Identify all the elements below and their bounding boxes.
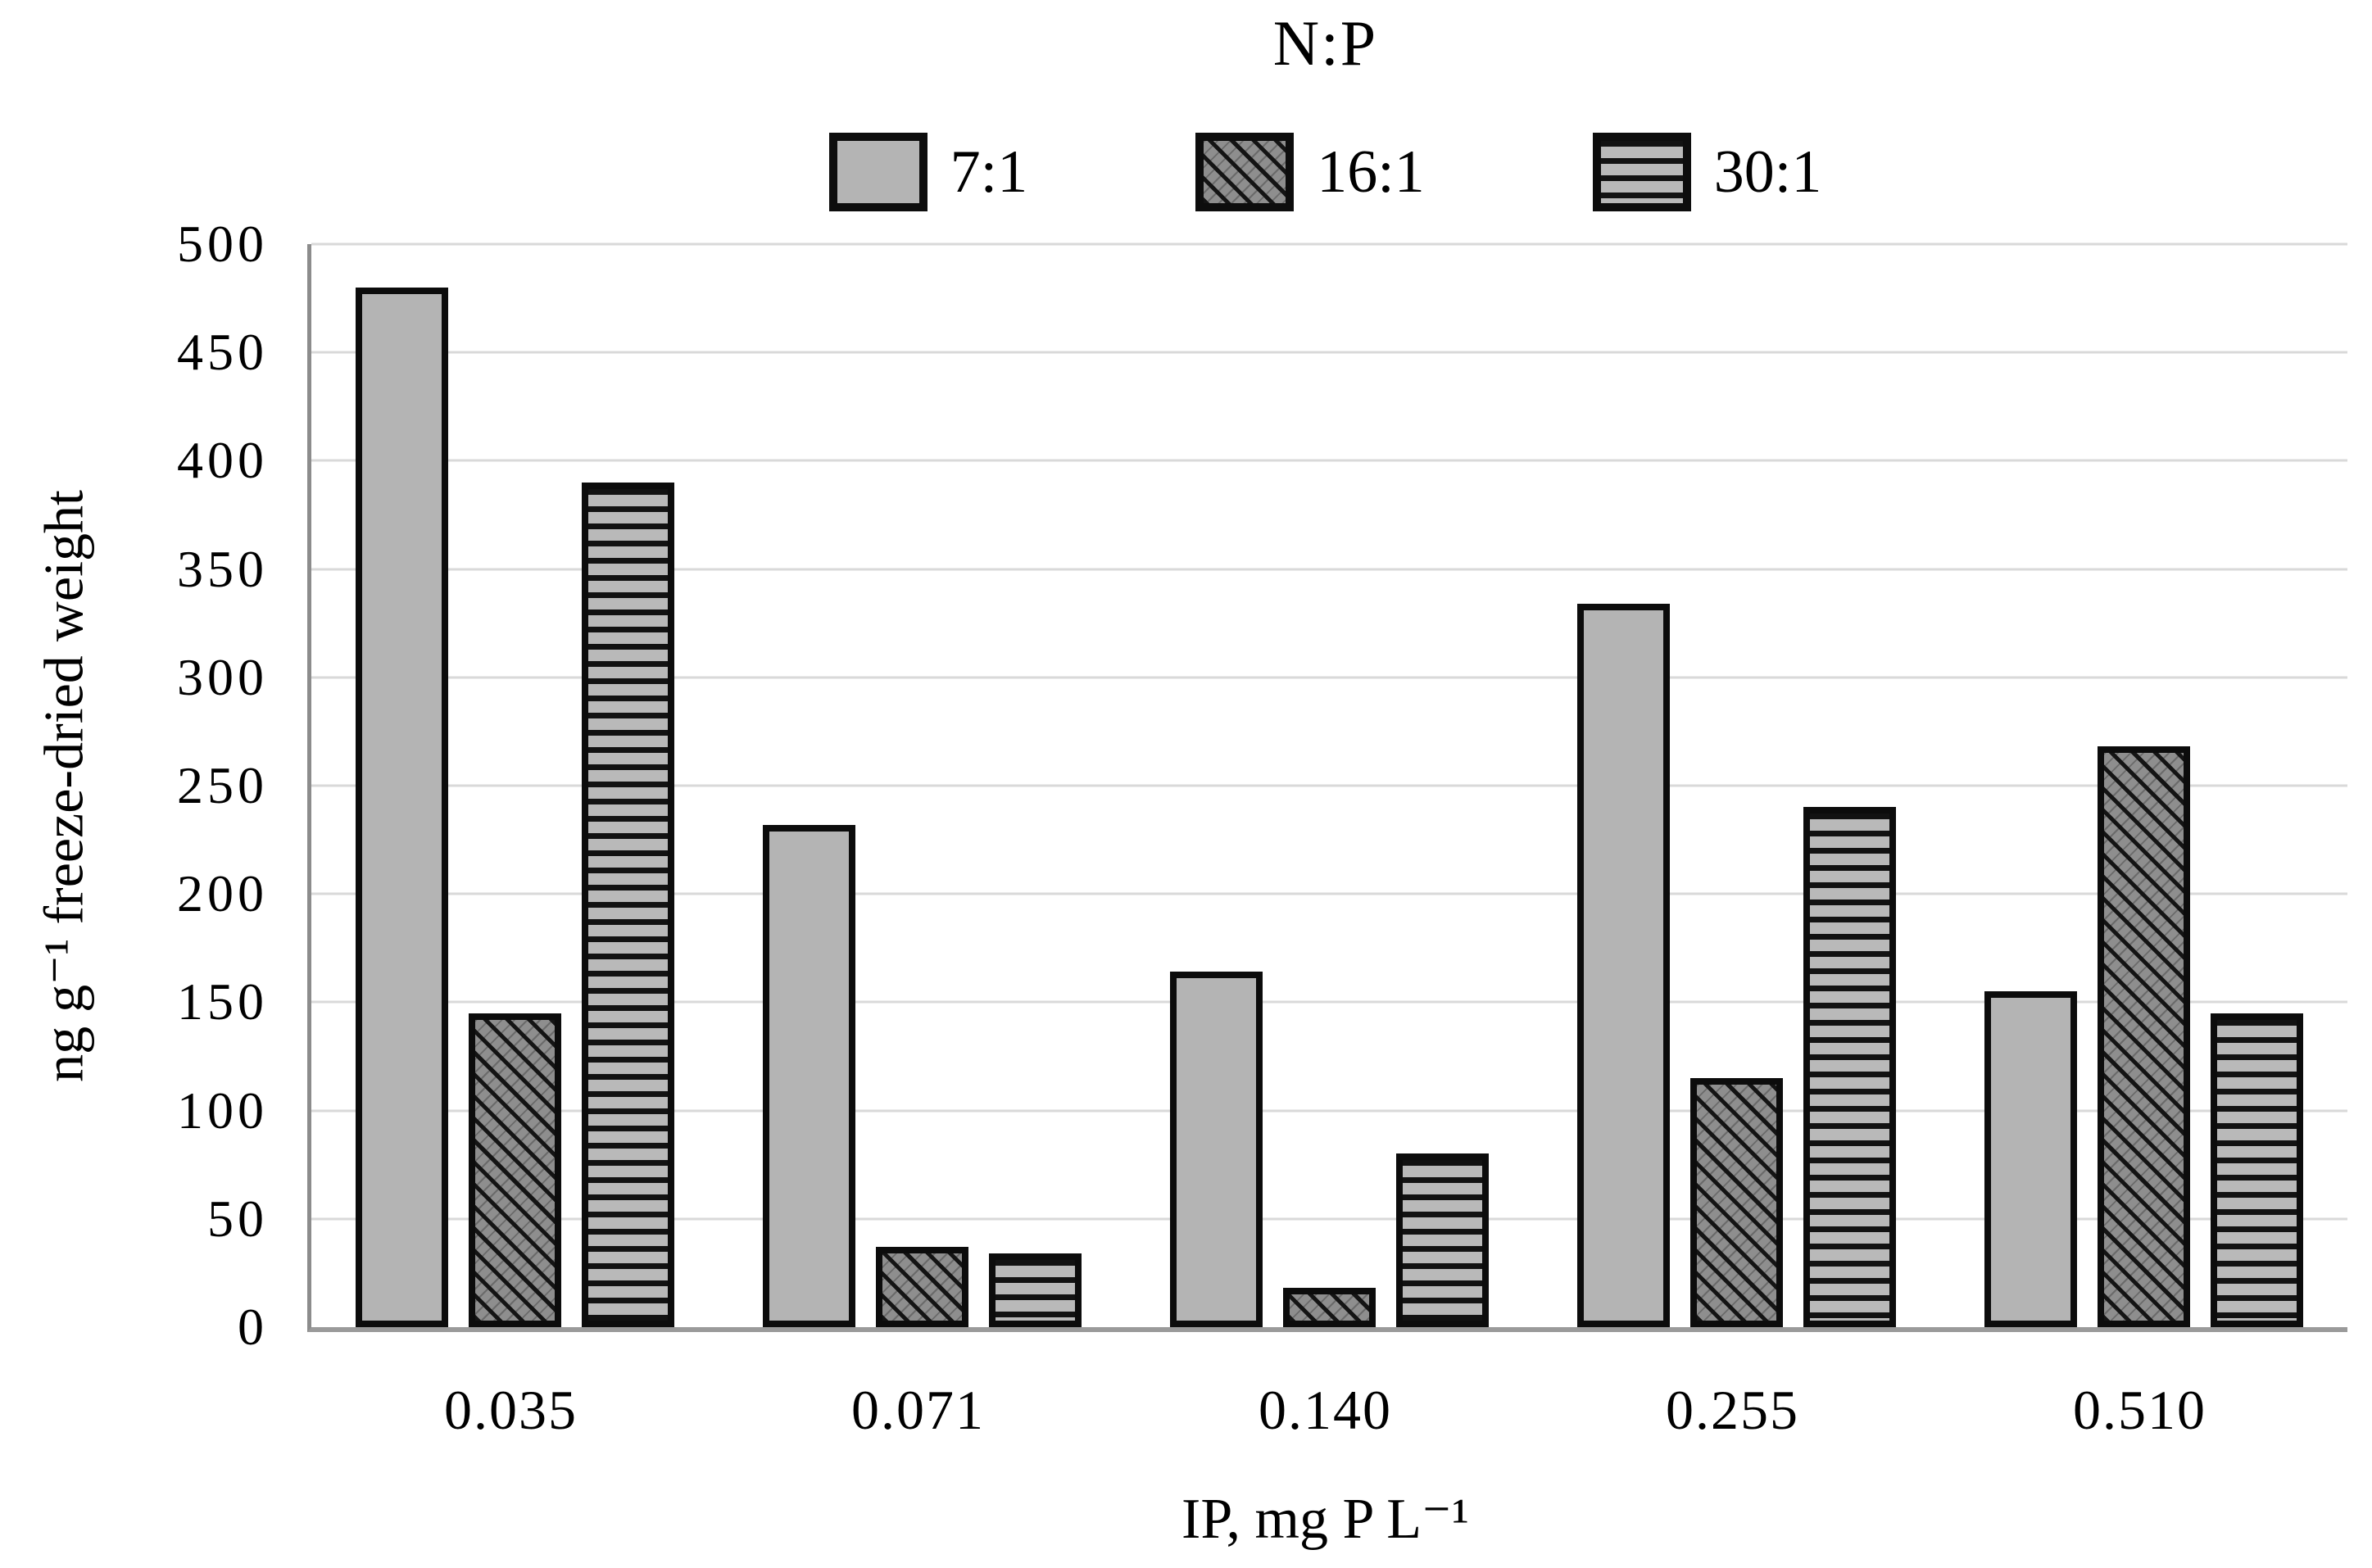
x-tick-label: 0.140 bbox=[1259, 1379, 1392, 1441]
y-tick-label: 450 bbox=[177, 323, 268, 382]
y-tick-label: 150 bbox=[177, 972, 268, 1031]
bar-16-1-at-0.255 bbox=[1690, 1077, 1783, 1327]
y-tick-label: 50 bbox=[207, 1189, 268, 1248]
bar-group-0.071 bbox=[719, 244, 1126, 1327]
gridline bbox=[311, 892, 2347, 895]
gridline bbox=[311, 568, 2347, 571]
bar-30-1-at-0.510 bbox=[2211, 1013, 2303, 1327]
gridline bbox=[311, 242, 2347, 246]
gridline bbox=[311, 676, 2347, 679]
x-tick-label: 0.255 bbox=[1666, 1379, 1799, 1441]
legend-item: 30:1 bbox=[1592, 133, 1822, 211]
bar-7-1-at-0.255 bbox=[1577, 603, 1670, 1327]
gridline bbox=[311, 351, 2347, 354]
bar-group-0.140 bbox=[1126, 244, 1533, 1327]
gridline bbox=[311, 784, 2347, 787]
legend-label: 30:1 bbox=[1713, 138, 1822, 206]
bar-30-1-at-0.255 bbox=[1803, 807, 1896, 1327]
horizontal-stripes-legend-swatch bbox=[1592, 133, 1691, 211]
x-axis-tick-labels: 0.035 0.071 0.140 0.255 0.510 bbox=[307, 1378, 2343, 1452]
legend-label: 16:1 bbox=[1317, 138, 1425, 206]
bar-groups-container bbox=[311, 244, 2347, 1327]
solid-gray-legend-swatch bbox=[828, 133, 927, 211]
bar-group-0.255 bbox=[1533, 244, 1940, 1327]
y-tick-label: 250 bbox=[177, 756, 268, 814]
x-tick-label: 0.071 bbox=[851, 1379, 985, 1441]
bar-7-1-at-0.071 bbox=[763, 824, 855, 1327]
gridline bbox=[311, 1217, 2347, 1221]
y-tick-label: 400 bbox=[177, 431, 268, 490]
bar-30-1-at-0.071 bbox=[989, 1253, 1082, 1327]
bar-7-1-at-0.140 bbox=[1170, 972, 1263, 1327]
y-tick-label: 0 bbox=[238, 1298, 268, 1356]
legend: 7:1 16:1 30:1 bbox=[307, 123, 2343, 221]
x-tick-label: 0.035 bbox=[444, 1379, 578, 1441]
x-axis-title: IP, mg P L⁻¹ bbox=[1181, 1488, 1469, 1551]
chart-title: N:P bbox=[1272, 7, 1378, 79]
y-axis-tick-labels: 0 50 100 150 200 250 300 350 400 450 500 bbox=[0, 218, 283, 1353]
y-tick-label: 200 bbox=[177, 864, 268, 923]
bar-30-1-at-0.035 bbox=[582, 482, 674, 1327]
legend-item: 7:1 bbox=[828, 133, 1028, 211]
y-tick-label: 350 bbox=[177, 539, 268, 598]
bar-16-1-at-0.140 bbox=[1283, 1288, 1376, 1327]
y-tick-label: 500 bbox=[177, 215, 268, 273]
legend-item: 16:1 bbox=[1195, 133, 1425, 211]
y-tick-label: 100 bbox=[177, 1081, 268, 1140]
legend-label: 7:1 bbox=[950, 138, 1028, 206]
gridline bbox=[311, 459, 2347, 462]
gridline bbox=[311, 1109, 2347, 1113]
bar-7-1-at-0.035 bbox=[356, 287, 448, 1327]
plot-area bbox=[307, 242, 2347, 1332]
bar-7-1-at-0.510 bbox=[1984, 991, 2077, 1327]
bar-16-1-at-0.035 bbox=[469, 1013, 561, 1327]
bar-group-0.035 bbox=[311, 244, 719, 1327]
x-tick-label: 0.510 bbox=[2073, 1379, 2206, 1441]
bar-16-1-at-0.071 bbox=[876, 1247, 968, 1327]
gridline bbox=[311, 1000, 2347, 1004]
bar-group-0.510 bbox=[1940, 244, 2347, 1327]
bar-16-1-at-0.510 bbox=[2098, 746, 2190, 1327]
y-tick-label: 300 bbox=[177, 647, 268, 706]
diagonal-hatch-legend-swatch bbox=[1195, 133, 1295, 211]
bar-30-1-at-0.140 bbox=[1396, 1153, 1489, 1327]
